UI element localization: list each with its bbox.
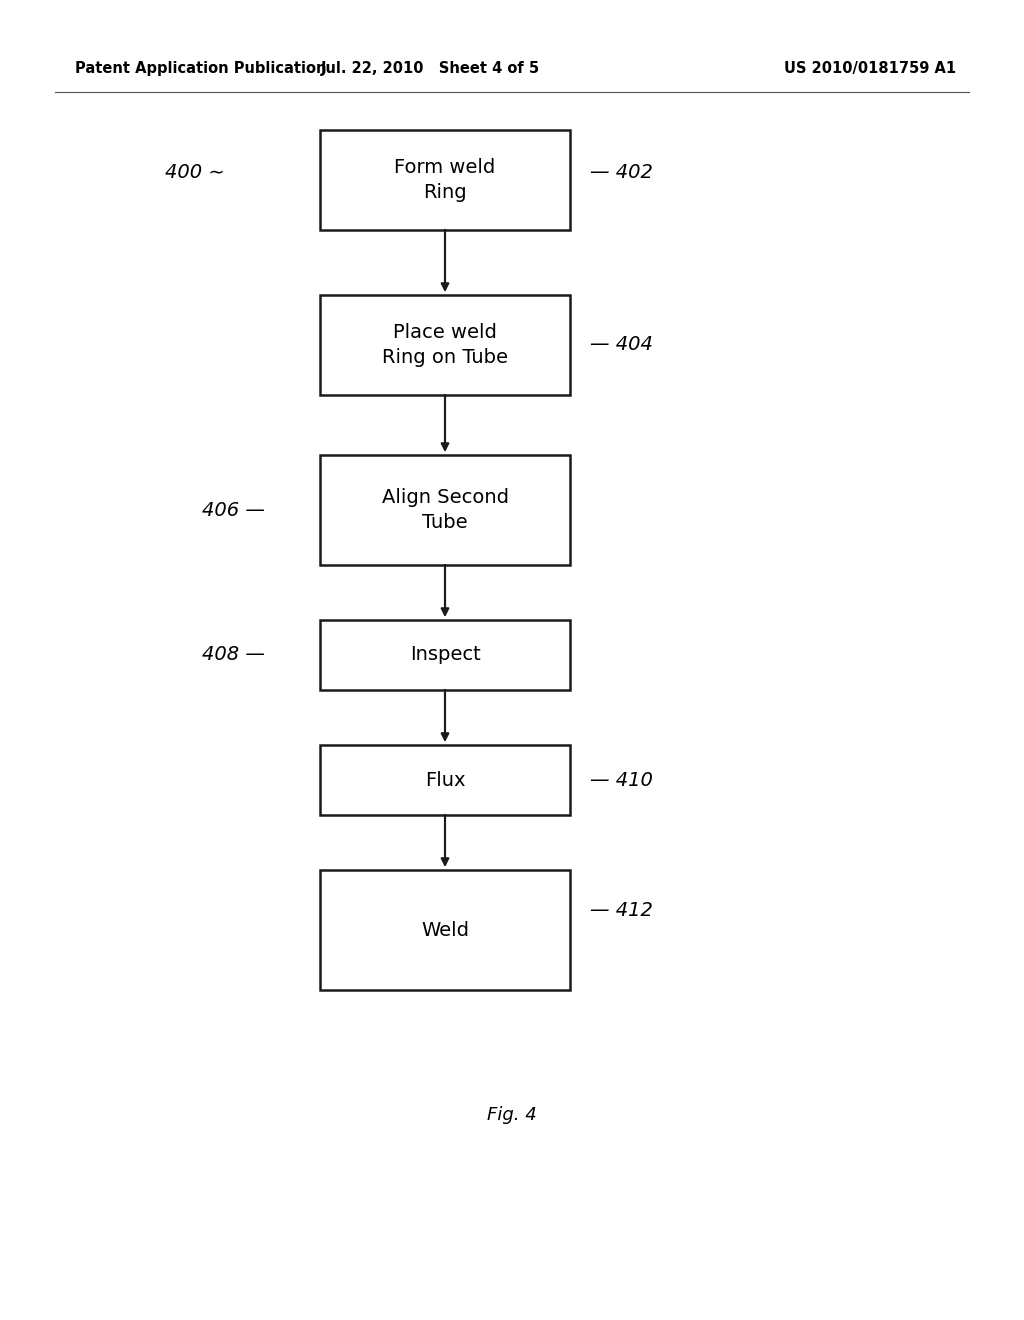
Text: 400 ∼: 400 ∼ — [165, 162, 225, 181]
Bar — [319, 455, 570, 565]
Text: US 2010/0181759 A1: US 2010/0181759 A1 — [784, 61, 956, 75]
Bar — [319, 870, 570, 990]
Text: Place weld
Ring on Tube: Place weld Ring on Tube — [382, 323, 508, 367]
Text: Flux: Flux — [425, 771, 465, 789]
Text: — 402: — 402 — [590, 162, 653, 181]
Text: Jul. 22, 2010   Sheet 4 of 5: Jul. 22, 2010 Sheet 4 of 5 — [321, 61, 540, 75]
Text: 406 —: 406 — — [202, 500, 265, 520]
Text: — 410: — 410 — [590, 771, 653, 789]
Text: Fig. 4: Fig. 4 — [487, 1106, 537, 1125]
Text: — 412: — 412 — [590, 900, 653, 920]
Bar — [319, 744, 570, 814]
Text: Form weld
Ring: Form weld Ring — [394, 158, 496, 202]
Text: Weld: Weld — [421, 920, 469, 940]
Text: Patent Application Publication: Patent Application Publication — [75, 61, 327, 75]
Text: Align Second
Tube: Align Second Tube — [382, 488, 509, 532]
Bar — [319, 129, 570, 230]
Bar — [319, 294, 570, 395]
Text: Inspect: Inspect — [410, 645, 480, 664]
Bar — [319, 620, 570, 690]
Text: — 404: — 404 — [590, 335, 653, 355]
Text: 408 —: 408 — — [202, 645, 265, 664]
